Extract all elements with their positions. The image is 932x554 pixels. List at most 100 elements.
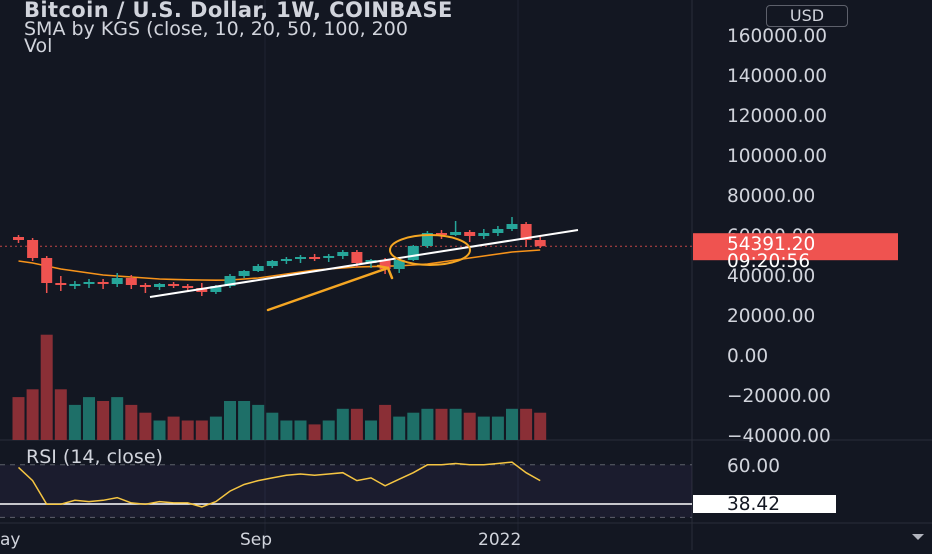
- candles[interactable]: [13, 217, 546, 296]
- candle[interactable]: [69, 281, 81, 289]
- volume-bar: [308, 424, 321, 440]
- candle-body: [111, 278, 123, 284]
- trendline[interactable]: [149, 229, 579, 298]
- price-tick-label: 0.00: [727, 346, 768, 367]
- candle[interactable]: [154, 283, 165, 290]
- candle[interactable]: [238, 270, 250, 278]
- candle[interactable]: [111, 273, 123, 287]
- candle[interactable]: [224, 274, 236, 288]
- price-tick-label: −20000.00: [727, 386, 831, 407]
- candle[interactable]: [13, 235, 24, 243]
- volume-bar: [125, 404, 138, 440]
- volume-bar: [534, 412, 547, 440]
- candle-body: [125, 278, 137, 285]
- symbol-title[interactable]: Bitcoin / U.S. Dollar, 1W, COINBASE: [24, 0, 453, 22]
- candle[interactable]: [27, 238, 39, 261]
- candle[interactable]: [464, 230, 476, 242]
- drawings[interactable]: [149, 229, 579, 312]
- candle[interactable]: [506, 217, 518, 231]
- candle[interactable]: [168, 282, 180, 288]
- candle[interactable]: [534, 237, 546, 248]
- candle[interactable]: [450, 221, 462, 236]
- volume-bar: [336, 408, 349, 440]
- sma-indicator-label[interactable]: SMA by KGS (close, 10, 20, 50, 100, 200: [24, 18, 408, 40]
- sma-lines: [18, 249, 541, 282]
- candle-body: [168, 284, 180, 286]
- sma-line: [18, 249, 541, 282]
- candle-body: [154, 284, 165, 287]
- candle[interactable]: [125, 275, 137, 289]
- currency-button[interactable]: USD: [766, 5, 848, 27]
- arrow-annotation[interactable]: [266, 264, 394, 312]
- candle-body: [309, 257, 321, 259]
- candle-body: [351, 252, 363, 263]
- rsi-value-badge: [693, 495, 836, 513]
- volume-bar: [54, 389, 67, 440]
- price-tick-label: 100000.00: [727, 146, 827, 167]
- candle-body: [196, 288, 208, 292]
- price-tick-label: 120000.00: [727, 106, 827, 127]
- volume-bar: [252, 404, 265, 440]
- price-tick-label: 80000.00: [727, 186, 815, 207]
- candle[interactable]: [55, 276, 67, 291]
- candle-body: [224, 276, 236, 286]
- settings-icon[interactable]: [912, 534, 924, 540]
- candle[interactable]: [478, 229, 490, 239]
- volume-bar: [491, 416, 504, 440]
- circle-annotation[interactable]: [389, 234, 471, 266]
- candle[interactable]: [421, 231, 433, 248]
- candle-body: [478, 233, 490, 236]
- price-tick-label: 20000.00: [727, 306, 815, 327]
- volume-bar: [393, 416, 406, 440]
- candle[interactable]: [139, 283, 151, 293]
- volume-bar: [195, 420, 208, 440]
- candle[interactable]: [182, 284, 194, 291]
- rsi-band: [0, 464, 692, 518]
- candle-body: [506, 224, 518, 229]
- volume-bar: [181, 420, 194, 440]
- rsi-panel[interactable]: [0, 461, 692, 518]
- candle[interactable]: [407, 245, 419, 261]
- candle[interactable]: [252, 264, 264, 272]
- candle[interactable]: [266, 260, 278, 268]
- candle[interactable]: [83, 279, 95, 288]
- volume-bar: [520, 408, 533, 440]
- last-price-badge[interactable]: [693, 233, 898, 261]
- candle[interactable]: [520, 222, 532, 247]
- volume-bar: [266, 412, 279, 440]
- candle[interactable]: [337, 250, 349, 259]
- rsi-indicator-label[interactable]: RSI (14, close): [26, 446, 163, 468]
- candle[interactable]: [309, 254, 321, 261]
- price-axis[interactable]: 160000.00 140000.00 120000.00 100000.00 8000…: [693, 26, 898, 447]
- candle-body: [520, 224, 532, 240]
- candle-body: [139, 285, 151, 287]
- candle[interactable]: [492, 226, 504, 236]
- candle-body: [393, 260, 405, 269]
- volume-bar: [477, 416, 490, 440]
- candle[interactable]: [97, 279, 109, 289]
- candle[interactable]: [41, 256, 53, 293]
- volume-bar: [379, 404, 392, 440]
- candle[interactable]: [436, 230, 447, 239]
- candle-body: [436, 233, 447, 235]
- last-price-value: 54391.20: [727, 234, 815, 255]
- candle[interactable]: [295, 255, 306, 263]
- volume-bar: [68, 404, 81, 440]
- candle-body: [492, 229, 504, 233]
- price-tick-label: −40000.00: [727, 426, 831, 447]
- rsi-value-label: 38.42: [727, 494, 780, 515]
- candle-body: [83, 282, 95, 284]
- candle-body: [55, 283, 67, 285]
- volume-bar: [111, 397, 124, 440]
- candle[interactable]: [323, 254, 335, 262]
- rsi-line: [17, 461, 541, 508]
- candle-body: [464, 232, 476, 236]
- time-axis[interactable]: ay Sep 2022: [0, 530, 924, 550]
- volume-indicator-label[interactable]: Vol: [24, 35, 53, 57]
- volume-bar: [506, 408, 518, 440]
- candle[interactable]: [280, 257, 292, 264]
- volume-bar: [365, 420, 377, 440]
- volume-bar: [280, 420, 293, 440]
